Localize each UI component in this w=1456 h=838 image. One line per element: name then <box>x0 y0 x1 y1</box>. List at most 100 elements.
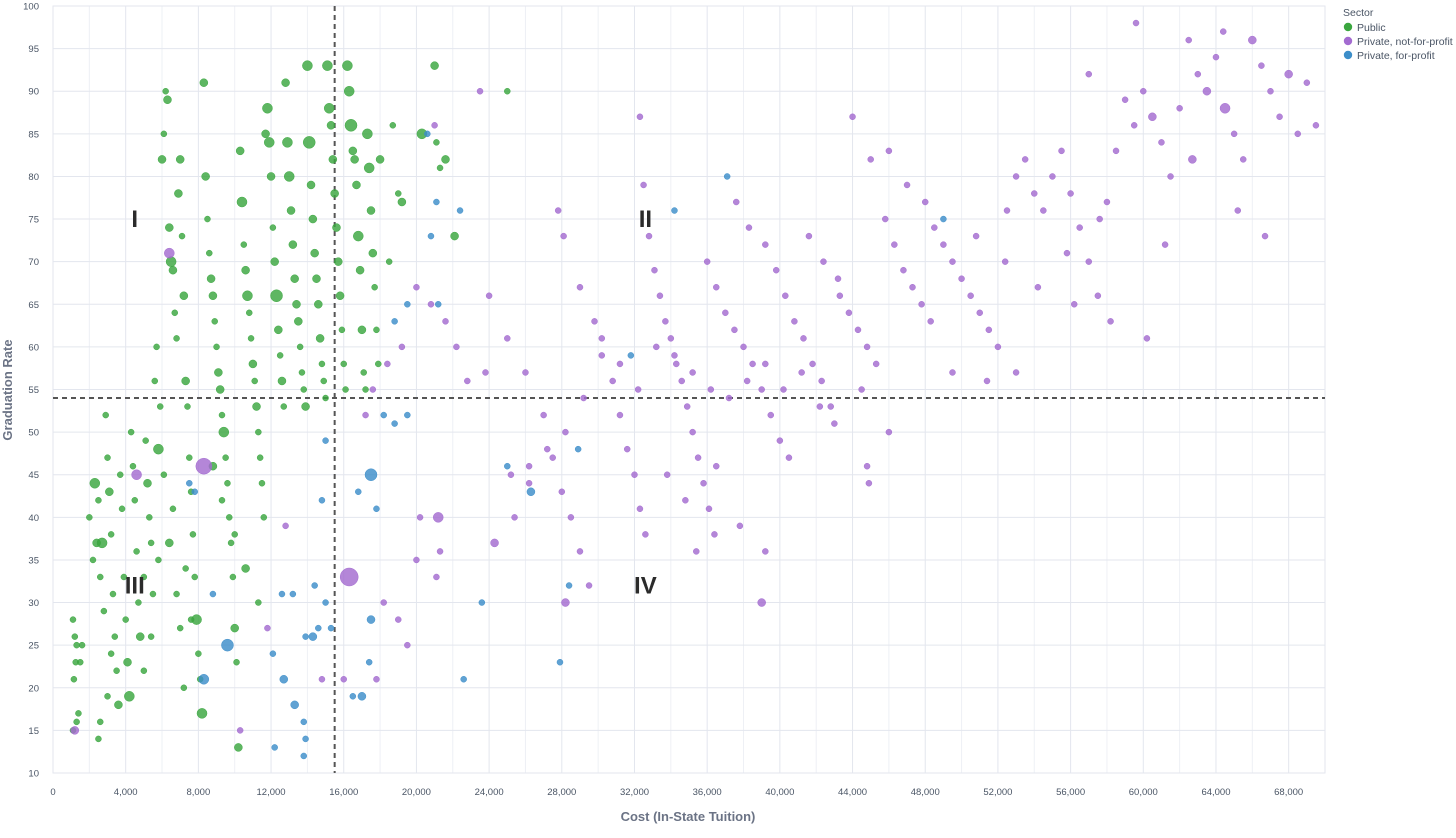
data-point-series-0 <box>133 548 140 555</box>
data-point-series-0 <box>310 248 319 258</box>
data-point-series-1 <box>1021 156 1029 163</box>
data-point-series-1 <box>1276 113 1283 121</box>
x-tick-label: 60,000 <box>1129 787 1158 798</box>
data-point-series-0 <box>375 155 385 164</box>
x-tick-label: 68,000 <box>1274 787 1303 798</box>
data-point-series-0 <box>263 137 275 148</box>
y-tick-label: 15 <box>28 726 39 737</box>
data-point-series-2 <box>460 676 467 683</box>
data-point-series-0 <box>160 130 168 138</box>
data-point-series-0 <box>140 667 148 674</box>
y-tick-label: 85 <box>28 129 39 140</box>
data-point-series-2 <box>349 693 357 700</box>
data-point-series-2 <box>627 352 635 359</box>
y-tick-label: 65 <box>28 300 39 311</box>
data-point-series-1 <box>362 411 369 419</box>
y-tick-label: 75 <box>28 215 39 226</box>
data-point-series-1 <box>820 258 827 265</box>
data-point-series-0 <box>241 265 250 275</box>
data-point-series-0 <box>175 155 185 164</box>
data-point-series-1 <box>567 514 575 521</box>
data-point-series-0 <box>256 454 264 461</box>
data-point-series-1 <box>1248 35 1257 45</box>
data-point-series-1 <box>867 156 874 163</box>
data-point-series-0 <box>118 505 126 513</box>
data-point-series-1 <box>282 522 289 530</box>
data-point-series-0 <box>236 196 248 208</box>
data-point-series-0 <box>69 616 77 623</box>
data-point-series-1 <box>713 462 720 470</box>
x-tick-label: 24,000 <box>475 787 504 798</box>
data-point-series-2 <box>191 488 198 496</box>
data-point-series-1 <box>561 598 570 607</box>
data-point-series-1 <box>1202 86 1212 96</box>
data-point-series-0 <box>315 334 325 343</box>
data-point-series-0 <box>160 471 168 478</box>
data-point-series-1 <box>863 462 871 470</box>
data-point-series-0 <box>270 257 279 266</box>
data-point-series-1 <box>1261 232 1269 240</box>
data-point-series-1 <box>949 258 956 265</box>
data-point-series-0 <box>242 290 253 302</box>
data-point-series-1 <box>903 181 911 189</box>
data-point-series-0 <box>165 538 174 548</box>
data-point-series-1 <box>413 283 420 291</box>
data-point-series-2 <box>289 590 297 598</box>
data-point-series-0 <box>176 624 184 632</box>
data-point-series-0 <box>441 155 450 164</box>
data-point-series-2 <box>556 658 564 666</box>
x-tick-label: 28,000 <box>547 787 576 798</box>
y-tick-label: 80 <box>28 172 39 183</box>
data-point-series-0 <box>140 573 148 581</box>
data-point-series-0 <box>153 343 160 351</box>
data-point-series-0 <box>111 633 119 640</box>
data-point-series-2 <box>271 744 278 751</box>
data-point-series-2 <box>427 232 435 240</box>
data-point-series-1 <box>1258 62 1265 69</box>
data-point-series-0 <box>146 514 153 521</box>
data-point-series-1 <box>264 624 271 632</box>
data-point-series-1 <box>1185 36 1192 44</box>
data-point-series-1 <box>507 471 515 478</box>
data-point-series-2 <box>391 420 398 427</box>
data-point-series-0 <box>353 230 364 242</box>
data-point-series-0 <box>71 633 79 640</box>
data-point-series-0 <box>322 394 329 402</box>
data-point-series-0 <box>344 119 358 132</box>
data-point-series-0 <box>375 360 382 368</box>
data-point-series-1 <box>485 292 493 300</box>
data-point-series-0 <box>276 352 284 359</box>
data-point-series-0 <box>113 667 120 674</box>
data-point-series-1 <box>836 292 844 300</box>
data-point-series-1 <box>705 505 713 513</box>
data-point-series-0 <box>262 103 273 114</box>
x-tick-label: 40,000 <box>765 787 794 798</box>
data-point-series-0 <box>179 291 189 301</box>
data-point-series-2 <box>209 590 217 598</box>
data-point-series-1 <box>994 343 1002 351</box>
data-point-series-0 <box>371 283 378 291</box>
data-point-series-1 <box>1158 139 1165 146</box>
data-point-series-1 <box>1012 173 1020 180</box>
data-point-series-1 <box>791 318 798 325</box>
data-point-series-0 <box>301 402 310 411</box>
quadrant-label: III <box>125 573 145 600</box>
data-point-series-0 <box>218 426 230 438</box>
data-point-series-2 <box>565 582 573 589</box>
data-point-series-1 <box>707 386 715 393</box>
data-point-series-2 <box>424 130 431 138</box>
data-point-series-1 <box>432 512 444 523</box>
data-point-series-0 <box>142 437 149 444</box>
data-point-series-1 <box>921 198 929 206</box>
data-point-series-1 <box>693 548 700 555</box>
data-point-series-1 <box>885 428 893 436</box>
data-point-series-1 <box>785 454 793 461</box>
legend-marker-public <box>1343 22 1353 32</box>
legend-label-private-forprofit: Private, for-profit <box>1357 50 1435 62</box>
data-point-series-0 <box>107 650 115 657</box>
y-tick-label: 40 <box>28 513 39 524</box>
data-point-series-1 <box>525 462 533 470</box>
data-point-series-1 <box>958 275 965 282</box>
data-point-series-1 <box>1239 156 1247 163</box>
data-point-series-0 <box>294 317 303 326</box>
